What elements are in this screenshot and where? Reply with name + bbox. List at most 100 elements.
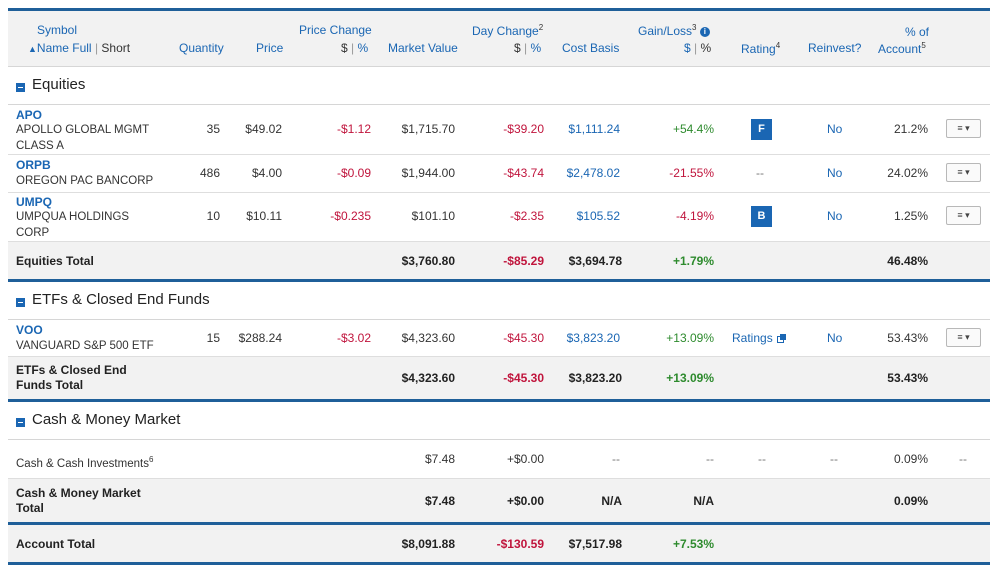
- market-value: $7.48: [424, 452, 455, 466]
- header-price-change-toggle: $ | %: [341, 41, 369, 55]
- market-value: $1,944.00: [401, 166, 455, 180]
- day-change: -$45.30: [503, 331, 544, 345]
- account-footnote[interactable]: 5: [921, 41, 926, 50]
- header-account[interactable]: Account: [878, 42, 922, 56]
- sort-name-full[interactable]: Name Full: [36, 41, 92, 55]
- symbol-link[interactable]: VOO: [16, 323, 43, 337]
- total-day-change: +$0.00: [506, 494, 544, 508]
- gain-loss-pct[interactable]: %: [700, 41, 712, 55]
- table-row: UMPQ UMPQUA HOLDINGS CORP 10 $10.11 -$0.…: [8, 193, 990, 242]
- rating-badge[interactable]: B: [751, 206, 772, 227]
- row-menu-button[interactable]: ≡ ▾: [946, 206, 981, 225]
- section-divider: [8, 399, 990, 402]
- section-cash: Cash & Money Market: [8, 402, 990, 440]
- cash-footnote[interactable]: 6: [148, 455, 154, 464]
- day-change: +$0.00: [506, 452, 544, 466]
- cost-basis-link[interactable]: $3,823.20: [566, 331, 620, 345]
- security-name-line: APOLLO GLOBAL MGMT: [16, 124, 150, 136]
- header-quantity[interactable]: Quantity: [179, 41, 224, 55]
- header-symbol[interactable]: Symbol: [37, 23, 78, 37]
- rating-footnote[interactable]: 4: [775, 41, 781, 50]
- security-name-line: UMPQUA HOLDINGS: [16, 211, 130, 223]
- row-menu-button[interactable]: ≡ ▾: [946, 163, 981, 182]
- reinvest-link[interactable]: No: [827, 122, 843, 136]
- section-equities: Equities: [8, 67, 990, 105]
- header-price[interactable]: Price: [256, 41, 284, 55]
- total-pct-account: 46.48%: [887, 254, 928, 268]
- gain-loss-footnote[interactable]: 3: [692, 23, 697, 32]
- sort-up-icon[interactable]: ▲: [28, 44, 37, 54]
- section-title: Equities: [32, 76, 86, 93]
- total-cost-basis: $3,823.20: [568, 371, 622, 385]
- collapse-icon[interactable]: [16, 298, 25, 307]
- security-name: OREGON PAC BANCORP: [16, 173, 153, 189]
- external-link-icon[interactable]: [776, 334, 786, 344]
- account-total-market-value: $8,091.88: [401, 537, 455, 551]
- rating-badge[interactable]: F: [751, 119, 772, 140]
- sort-name-short[interactable]: Short: [101, 41, 131, 55]
- section-etfs: ETFs & Closed End Funds: [8, 282, 990, 320]
- table-row: ORPB OREGON PAC BANCORP 486 $4.00 -$0.09…: [8, 155, 990, 193]
- day-change-pct[interactable]: %: [530, 41, 542, 55]
- symbol-link[interactable]: UMPQ: [16, 195, 52, 209]
- ratings-link[interactable]: Ratings: [732, 331, 773, 345]
- header-rating[interactable]: Rating: [741, 42, 776, 56]
- total-label-line: Cash & Money Market: [16, 486, 141, 500]
- collapse-icon[interactable]: [16, 418, 25, 427]
- cost-basis-link[interactable]: $2,478.02: [566, 166, 620, 180]
- header-day-change-wrap: Day Change2: [472, 23, 543, 38]
- row-menu-button[interactable]: ≡ ▾: [946, 119, 981, 138]
- total-day-change: -$45.30: [503, 371, 544, 385]
- symbol-link[interactable]: APO: [16, 108, 43, 122]
- rating-empty: --: [758, 452, 766, 466]
- total-gain-loss: +13.09%: [666, 371, 714, 385]
- section-total-row: Cash & Money Market Total $7.48 +$0.00 N…: [8, 479, 990, 522]
- info-icon[interactable]: i: [699, 26, 710, 37]
- reinvest-empty: --: [830, 452, 838, 466]
- header-name-sort: ▲Name Full | Short: [28, 41, 130, 55]
- gain-loss-dollar[interactable]: $: [684, 41, 691, 55]
- total-market-value: $7.48: [424, 494, 455, 508]
- gain-loss: -4.19%: [675, 209, 714, 223]
- header-reinvest[interactable]: Reinvest?: [808, 41, 862, 55]
- day-change: -$2.35: [509, 209, 544, 223]
- header-cost-basis[interactable]: Cost Basis: [562, 41, 620, 55]
- total-market-value: $4,323.60: [401, 371, 455, 385]
- section-title: ETFs & Closed End Funds: [32, 291, 210, 308]
- header-market-value[interactable]: Market Value: [388, 41, 458, 55]
- cost-basis-link[interactable]: $1,111.24: [568, 122, 620, 136]
- total-day-change: -$85.29: [503, 254, 544, 268]
- collapse-icon[interactable]: [16, 83, 25, 92]
- header-pct-of[interactable]: % of: [905, 25, 930, 39]
- total-label: ETFs & Closed End Funds Total: [16, 363, 127, 393]
- account-total-label: Account Total: [16, 537, 96, 551]
- pct-account: 1.25%: [893, 209, 928, 223]
- security-name-line: CORP: [16, 227, 50, 239]
- price-change-pct[interactable]: %: [357, 41, 369, 55]
- day-change-dollar[interactable]: $: [514, 41, 521, 55]
- price-change-dollar[interactable]: $: [341, 41, 348, 55]
- table-bottom-border: [8, 562, 990, 565]
- security-name: APOLLO GLOBAL MGMT CLASS A: [16, 122, 149, 154]
- reinvest-link[interactable]: No: [827, 166, 843, 180]
- gain-loss: -21.55%: [669, 166, 714, 180]
- cost-basis-link[interactable]: $105.52: [576, 209, 620, 223]
- price: $49.02: [245, 122, 282, 136]
- reinvest-link[interactable]: No: [827, 209, 843, 223]
- row-menu-button[interactable]: ≡ ▾: [946, 328, 981, 347]
- price-change: -$0.235: [330, 209, 371, 223]
- table-row: APO APOLLO GLOBAL MGMT CLASS A 35 $49.02…: [8, 105, 990, 155]
- total-pct-account: 0.09%: [893, 494, 928, 508]
- header-day-change[interactable]: Day Change: [472, 24, 539, 38]
- day-change: -$39.20: [503, 122, 544, 136]
- header-gain-loss[interactable]: Gain/Loss: [638, 24, 693, 38]
- reinvest-link[interactable]: No: [827, 331, 843, 345]
- header-price-change[interactable]: Price Change: [299, 23, 372, 37]
- symbol-link[interactable]: ORPB: [16, 158, 51, 172]
- price: $288.24: [238, 331, 282, 345]
- table-row: VOO VANGUARD S&P 500 ETF 15 $288.24 -$3.…: [8, 320, 990, 357]
- ratings-link-wrap: Ratings: [732, 331, 786, 345]
- day-change-footnote[interactable]: 2: [538, 23, 544, 32]
- cash-name: Cash & Cash Investments: [16, 457, 149, 470]
- pct-account: 53.43%: [887, 331, 928, 345]
